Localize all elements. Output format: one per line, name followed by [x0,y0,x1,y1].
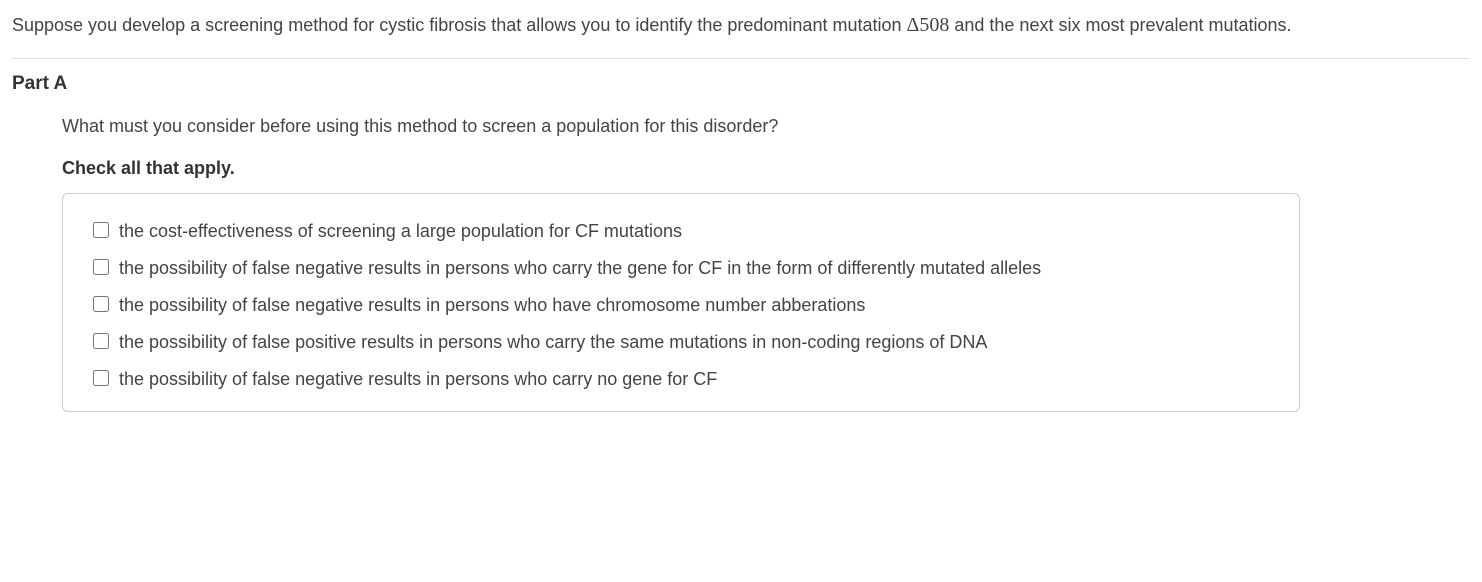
answer-checkbox-3[interactable] [93,333,109,349]
answer-options-box: the cost-effectiveness of screening a la… [62,193,1300,412]
answer-option[interactable]: the possibility of false negative result… [93,292,1269,319]
mutation-symbol: Δ508 [907,14,950,36]
answer-checkbox-2[interactable] [93,296,109,312]
answer-checkbox-4[interactable] [93,370,109,386]
intro-text-before: Suppose you develop a screening method f… [12,15,907,35]
instruction-text: Check all that apply. [62,158,1470,179]
problem-intro: Suppose you develop a screening method f… [12,10,1470,40]
answer-label: the possibility of false negative result… [119,292,1269,319]
answer-checkbox-1[interactable] [93,259,109,275]
answer-checkbox-0[interactable] [93,222,109,238]
answer-label: the possibility of false negative result… [119,366,1269,393]
answer-option[interactable]: the possibility of false positive result… [93,329,1269,356]
answer-label: the possibility of false positive result… [119,329,1269,356]
answer-label: the possibility of false negative result… [119,255,1269,282]
part-title: Part A [12,73,1470,95]
divider [12,58,1470,59]
intro-text-after: and the next six most prevalent mutation… [949,15,1291,35]
question-text: What must you consider before using this… [62,113,1470,140]
answer-option[interactable]: the cost-effectiveness of screening a la… [93,218,1269,245]
answer-option[interactable]: the possibility of false negative result… [93,255,1269,282]
answer-label: the cost-effectiveness of screening a la… [119,218,1269,245]
answer-option[interactable]: the possibility of false negative result… [93,366,1269,393]
